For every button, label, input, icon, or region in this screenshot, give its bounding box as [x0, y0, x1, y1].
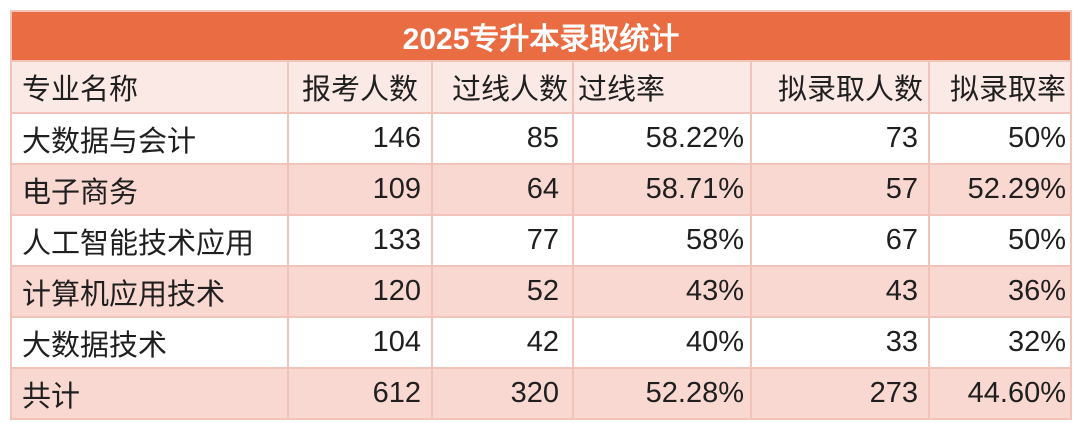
table-row: 人工智能技术应用 133 77 58% 67 50%	[10, 214, 1073, 267]
cell-planned-admits: 67	[750, 214, 930, 267]
table-row-total: 共计 612 320 52.28% 273 44.60%	[10, 367, 1073, 420]
cell-admit-rate-total: 44.60%	[927, 367, 1073, 420]
cell-pass-rate: 58.22%	[572, 112, 752, 165]
col-header-planned-admits: 拟录取人数	[750, 60, 930, 114]
cell-applicants-total: 612	[287, 367, 433, 420]
cell-planned-admits: 57	[750, 163, 930, 216]
cell-major-name: 人工智能技术应用	[10, 214, 289, 267]
cell-major-name: 计算机应用技术	[10, 265, 289, 318]
cell-applicants: 104	[287, 316, 433, 369]
cell-admit-rate: 52.29%	[927, 163, 1073, 216]
cell-pass-rate: 58.71%	[572, 163, 752, 216]
admissions-stats-table: 2025专升本录取统计 专业名称 报考人数 过线人数 过线率 拟录取人数 拟录取…	[9, 10, 1073, 420]
cell-pass-rate: 43%	[572, 265, 752, 318]
cell-admit-rate: 50%	[927, 214, 1073, 267]
cell-passed-count: 85	[431, 112, 574, 165]
col-header-major-name: 专业名称	[10, 60, 289, 114]
cell-major-name: 大数据技术	[10, 316, 289, 369]
table-row: 计算机应用技术 120 52 43% 43 36%	[10, 265, 1073, 318]
cell-planned-admits: 43	[750, 265, 930, 318]
cell-passed-count: 64	[431, 163, 574, 216]
cell-admit-rate: 50%	[927, 112, 1073, 165]
cell-applicants: 133	[287, 214, 433, 267]
cell-admit-rate: 36%	[927, 265, 1073, 318]
col-header-pass-rate: 过线率	[572, 60, 752, 114]
table-header-row: 专业名称 报考人数 过线人数 过线率 拟录取人数 拟录取率	[10, 60, 1073, 114]
table-title: 2025专升本录取统计	[9, 10, 1073, 62]
col-header-admit-rate: 拟录取率	[927, 60, 1073, 114]
page: 2025专升本录取统计 专业名称 报考人数 过线人数 过线率 拟录取人数 拟录取…	[9, 10, 1073, 420]
cell-major-name: 大数据与会计	[10, 112, 289, 165]
cell-planned-admits: 33	[750, 316, 930, 369]
cell-admit-rate: 32%	[927, 316, 1073, 369]
table-row: 电子商务 109 64 58.71% 57 52.29%	[10, 163, 1073, 216]
cell-passed-count-total: 320	[431, 367, 574, 420]
cell-pass-rate: 40%	[572, 316, 752, 369]
cell-applicants: 120	[287, 265, 433, 318]
cell-passed-count: 77	[431, 214, 574, 267]
col-header-applicants: 报考人数	[287, 60, 433, 114]
cell-planned-admits: 73	[750, 112, 930, 165]
table-title-row: 2025专升本录取统计	[9, 10, 1073, 62]
cell-passed-count: 42	[431, 316, 574, 369]
cell-pass-rate-total: 52.28%	[572, 367, 752, 420]
table-row: 大数据技术 104 42 40% 33 32%	[10, 316, 1073, 369]
cell-major-name: 电子商务	[10, 163, 289, 216]
cell-total-label: 共计	[10, 367, 289, 420]
col-header-passed-count: 过线人数	[431, 60, 574, 114]
cell-applicants: 146	[287, 112, 433, 165]
table-row: 大数据与会计 146 85 58.22% 73 50%	[10, 112, 1073, 165]
cell-passed-count: 52	[431, 265, 574, 318]
cell-applicants: 109	[287, 163, 433, 216]
cell-planned-admits-total: 273	[750, 367, 930, 420]
cell-pass-rate: 58%	[572, 214, 752, 267]
